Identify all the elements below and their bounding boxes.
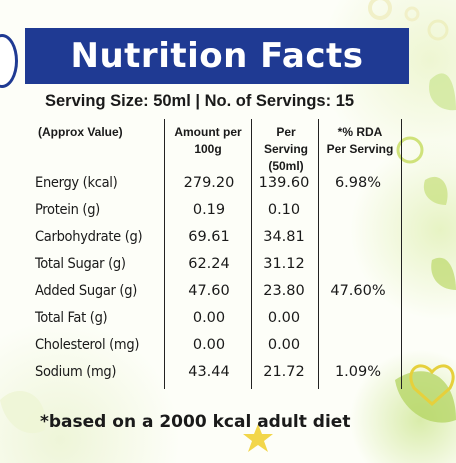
row-amount: 0.00 <box>192 337 226 353</box>
column-divider <box>318 119 319 389</box>
leaf-icon <box>0 391 46 434</box>
footnote: *based on a 2000 kcal adult diet <box>40 412 351 432</box>
column-divider <box>401 119 402 389</box>
star-icon <box>243 424 273 452</box>
column-divider <box>251 119 252 389</box>
row-amount: 279.20 <box>183 175 235 191</box>
row-amount: 43.44 <box>188 364 230 380</box>
column-header-label: (Approx Value) <box>38 124 160 141</box>
bubble-icon <box>404 6 420 22</box>
row-amount: 0.00 <box>192 310 226 326</box>
page-title: Nutrition Facts <box>25 28 409 84</box>
row-serving: 139.60 <box>258 175 310 191</box>
row-amount: 69.61 <box>188 229 230 245</box>
row-serving: 0.10 <box>267 202 301 218</box>
column-divider <box>164 119 165 389</box>
column-header-rda: *% RDA Per Serving <box>320 124 400 158</box>
row-rda: 47.60% <box>330 283 386 299</box>
row-amount: 0.19 <box>192 202 226 218</box>
bubble-icon <box>368 0 392 20</box>
column-header-serving-line1: Per Serving <box>263 125 308 156</box>
column-header-amount-line1: Amount per <box>174 125 242 139</box>
row-rda: 1.09% <box>334 364 382 380</box>
row-label: Sodium (mg) <box>35 364 117 380</box>
row-serving: 0.00 <box>267 310 301 326</box>
row-serving: 34.81 <box>263 229 305 245</box>
row-serving: 0.00 <box>267 337 301 353</box>
heart-outline-icon <box>409 364 455 407</box>
row-label: Protein (g) <box>35 202 100 218</box>
column-header-serving: Per Serving (50ml) <box>253 124 319 175</box>
table-row: Total Fat (g) 0.00 0.00 <box>35 310 415 336</box>
table-row: Protein (g) 0.19 0.10 <box>35 202 415 228</box>
leaf-icon <box>431 257 456 290</box>
row-rda: 6.98% <box>334 175 382 191</box>
column-header-serving-line2: (50ml) <box>268 159 304 173</box>
column-header-rda-line1: *% RDA <box>337 125 383 139</box>
row-label: Carbohydrate (g) <box>35 229 143 245</box>
table-row: Added Sugar (g) 47.60 23.80 47.60% <box>35 283 415 309</box>
row-amount: 62.24 <box>188 256 230 272</box>
serving-info: Serving Size: 50ml | No. of Servings: 15 <box>45 92 355 110</box>
column-header-label-text: (Approx Value) <box>38 125 123 139</box>
row-serving: 23.80 <box>263 283 305 299</box>
row-serving: 31.12 <box>263 256 305 272</box>
column-header-rda-line2: Per Serving <box>326 142 394 156</box>
column-header-amount: Amount per 100g <box>166 124 250 158</box>
table-row: Carbohydrate (g) 69.61 34.81 <box>35 229 415 255</box>
row-label: Total Fat (g) <box>35 310 108 326</box>
table-row: Sodium (mg) 43.44 21.72 1.09% <box>35 364 415 390</box>
leaf-icon <box>429 73 456 111</box>
table-row: Total Sugar (g) 62.24 31.12 <box>35 256 415 282</box>
row-label: Energy (kcal) <box>35 175 118 191</box>
table-row: Energy (kcal) 279.20 139.60 6.98% <box>35 175 415 201</box>
row-label: Total Sugar (g) <box>35 256 126 272</box>
row-serving: 21.72 <box>263 364 305 380</box>
column-header-amount-line2: 100g <box>194 142 222 156</box>
table-row: Cholesterol (mg) 0.00 0.00 <box>35 337 415 363</box>
row-label: Added Sugar (g) <box>35 283 137 299</box>
bubble-icon <box>427 19 449 41</box>
row-label: Cholesterol (mg) <box>35 337 140 353</box>
leaf-icon <box>423 176 448 205</box>
row-amount: 47.60 <box>188 283 230 299</box>
circle-outline-icon <box>396 136 424 164</box>
